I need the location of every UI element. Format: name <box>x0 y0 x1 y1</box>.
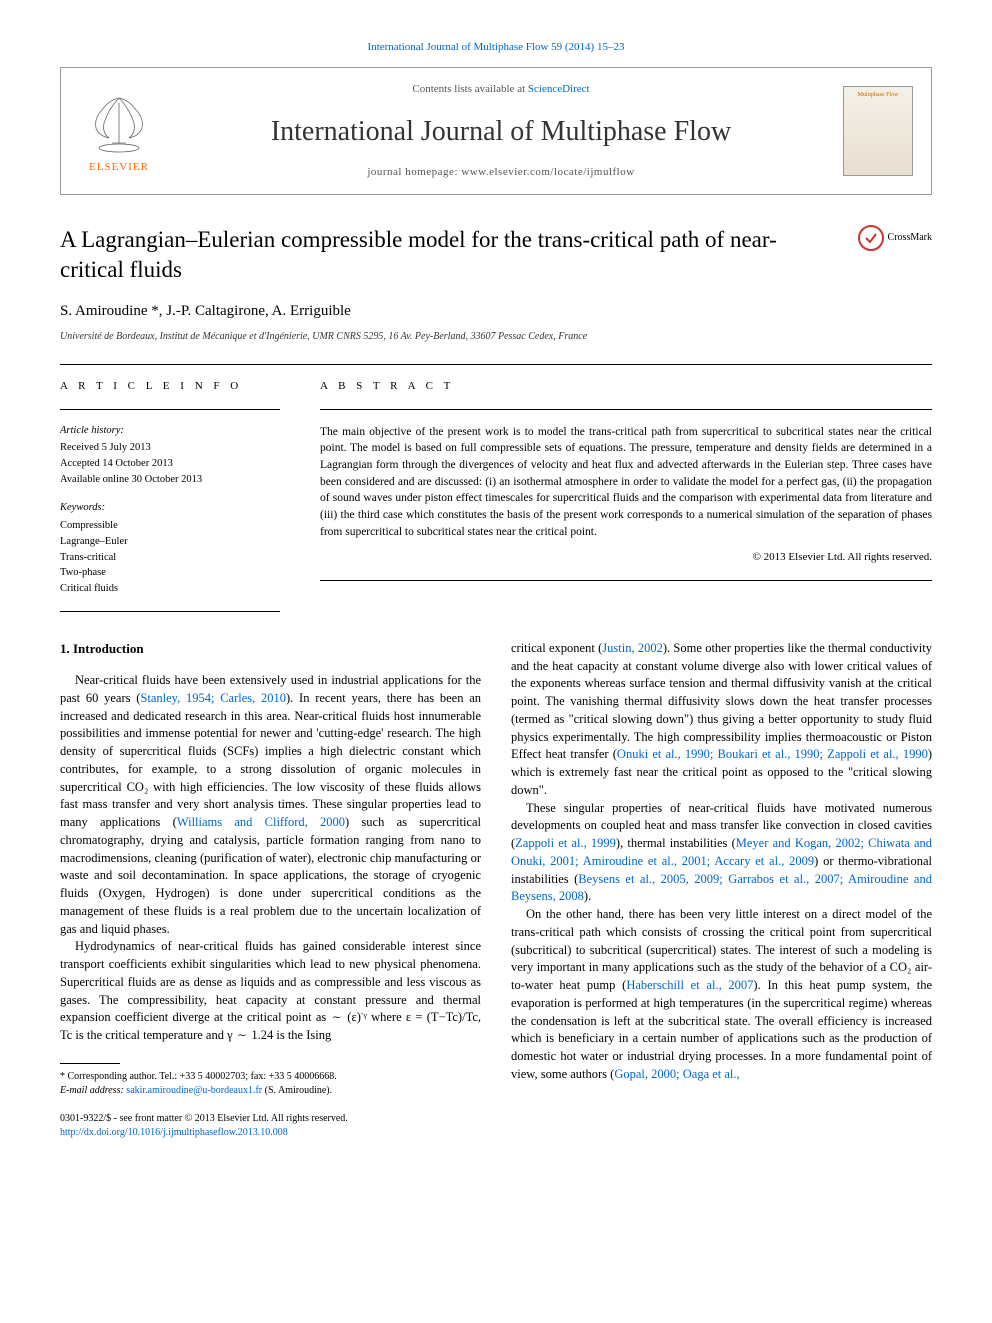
doi-link[interactable]: http://dx.doi.org/10.1016/j.ijmultiphase… <box>60 1126 481 1140</box>
issn-line: 0301-9322/$ - see front matter © 2013 El… <box>60 1112 481 1126</box>
citation-link[interactable]: Zappoli et al., 1999 <box>515 836 616 850</box>
cover-title: Multiphase Flow <box>858 91 899 99</box>
text: ). In this heat pump system, the evapora… <box>511 978 932 1081</box>
citation-link[interactable]: Gopal, 2000; Oaga et al., <box>614 1067 739 1081</box>
left-column: 1. Introduction Near-critical fluids hav… <box>60 640 481 1140</box>
crossmark-badge[interactable]: CrossMark <box>858 225 932 251</box>
email-suffix: (S. Amiroudine). <box>262 1085 332 1096</box>
keywords-head: Keywords: <box>60 501 280 516</box>
title-row: A Lagrangian–Eulerian compressible model… <box>60 225 932 285</box>
citation-link[interactable]: Williams and Clifford, 2000 <box>177 815 345 829</box>
divider <box>320 580 932 581</box>
copyright: © 2013 Elsevier Ltd. All rights reserved… <box>320 550 932 565</box>
journal-cover[interactable]: Multiphase Flow <box>843 86 913 176</box>
keyword: Trans-critical <box>60 550 280 566</box>
info-abstract-row: A R T I C L E I N F O Article history: R… <box>60 379 932 597</box>
history-online: Available online 30 October 2013 <box>60 472 280 488</box>
citation-link[interactable]: Justin, 2002 <box>602 641 663 655</box>
text: ). Some other properties like the therma… <box>511 641 932 762</box>
citation-link[interactable]: Onuki et al., 1990; Boukari et al., 1990… <box>617 747 928 761</box>
citation-link[interactable]: Stanley, 1954; Carles, 2010 <box>140 691 286 705</box>
text: ), thermal instabilities ( <box>616 836 736 850</box>
homepage-prefix: journal homepage: <box>367 166 461 178</box>
main-columns: 1. Introduction Near-critical fluids hav… <box>60 640 932 1140</box>
text: ). <box>584 889 591 903</box>
crossmark-label: CrossMark <box>888 231 932 245</box>
text: critical exponent ( <box>511 641 602 655</box>
article-title: A Lagrangian–Eulerian compressible model… <box>60 225 838 285</box>
keyword: Compressible <box>60 518 280 534</box>
affiliation: Université de Bordeaux, Institut de Méca… <box>60 330 932 344</box>
divider <box>60 364 932 365</box>
footnote: * Corresponding author. Tel.: +33 5 4000… <box>60 1070 481 1098</box>
email-link[interactable]: sakir.amiroudine@u-bordeaux1.fr <box>126 1085 262 1096</box>
keyword: Critical fluids <box>60 581 280 597</box>
divider <box>60 409 280 410</box>
sciencedirect-link[interactable]: ScienceDirect <box>528 83 590 95</box>
text: ). In recent years, there has been an in… <box>60 691 481 829</box>
contents-line: Contents lists available at ScienceDirec… <box>177 82 825 97</box>
footnote-separator <box>60 1063 120 1064</box>
elsevier-tree-icon <box>84 88 154 158</box>
elsevier-name: ELSEVIER <box>89 160 149 175</box>
history-accepted: Accepted 14 October 2013 <box>60 456 280 472</box>
divider <box>60 611 280 612</box>
article-info: A R T I C L E I N F O Article history: R… <box>60 379 280 597</box>
homepage-url[interactable]: www.elsevier.com/locate/ijmulflow <box>461 166 634 178</box>
journal-reference[interactable]: International Journal of Multiphase Flow… <box>60 40 932 55</box>
journal-title: International Journal of Multiphase Flow <box>177 112 825 151</box>
corresponding: * Corresponding author. Tel.: +33 5 4000… <box>60 1070 481 1084</box>
info-label: A R T I C L E I N F O <box>60 379 280 394</box>
homepage-line: journal homepage: www.elsevier.com/locat… <box>177 165 825 180</box>
keyword: Lagrange–Euler <box>60 534 280 550</box>
abstract-label: A B S T R A C T <box>320 379 932 394</box>
abstract-text: The main objective of the present work i… <box>320 424 932 541</box>
authors: S. Amiroudine *, J.-P. Caltagirone, A. E… <box>60 301 932 322</box>
para-2: Hydrodynamics of near-critical fluids ha… <box>60 938 481 1045</box>
contents-prefix: Contents lists available at <box>412 83 527 95</box>
email-label: E-mail address: <box>60 1085 126 1096</box>
elsevier-logo[interactable]: ELSEVIER <box>79 86 159 176</box>
intro-heading: 1. Introduction <box>60 640 481 658</box>
para-1: Near-critical fluids have been extensive… <box>60 672 481 938</box>
abstract-column: A B S T R A C T The main objective of th… <box>320 379 932 597</box>
para-4: These singular properties of near-critic… <box>511 800 932 907</box>
history-received: Received 5 July 2013 <box>60 440 280 456</box>
right-column: critical exponent (Justin, 2002). Some o… <box>511 640 932 1140</box>
divider <box>320 409 932 410</box>
para-3: critical exponent (Justin, 2002). Some o… <box>511 640 932 800</box>
crossmark-icon <box>858 225 884 251</box>
keyword: Two-phase <box>60 565 280 581</box>
para-5: On the other hand, there has been very l… <box>511 906 932 1084</box>
text: ) such as supercritical chromatography, … <box>60 815 481 936</box>
header-center: Contents lists available at ScienceDirec… <box>177 82 825 180</box>
bottom-publisher-line: 0301-9322/$ - see front matter © 2013 El… <box>60 1112 481 1140</box>
journal-header: ELSEVIER Contents lists available at Sci… <box>60 67 932 195</box>
citation-link[interactable]: Haberschill et al., 2007 <box>626 978 753 992</box>
history-head: Article history: <box>60 424 280 439</box>
